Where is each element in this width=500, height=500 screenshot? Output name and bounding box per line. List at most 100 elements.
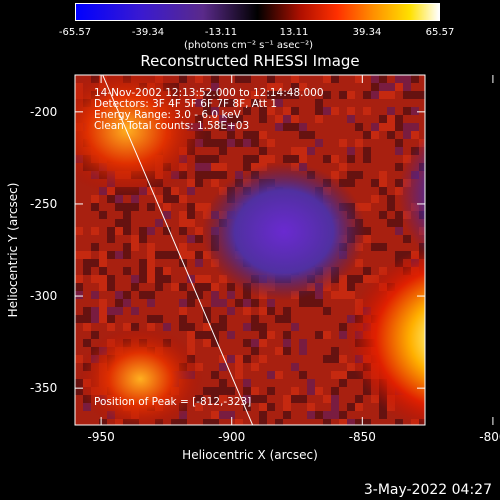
- heatmap-cell: [355, 275, 363, 283]
- heatmap-cell: [203, 139, 211, 147]
- y-axis-label: Heliocentric Y (arcsec): [6, 182, 20, 318]
- heatmap-cell: [123, 203, 131, 211]
- annotation-detectors: Detectors: 3F 4F 5F 6F 7F 8F, Att 1: [94, 98, 278, 110]
- heatmap-cell: [251, 91, 259, 99]
- heatmap-cell: [347, 115, 355, 123]
- heatmap-cell: [115, 307, 123, 315]
- heatmap-cell: [267, 403, 275, 411]
- heatmap-cell: [243, 107, 251, 115]
- heatmap-cell: [259, 331, 267, 339]
- heatmap-cell: [395, 75, 403, 83]
- heatmap-cell: [203, 155, 211, 163]
- heatmap-cell: [307, 131, 315, 139]
- heatmap-cell: [147, 323, 155, 331]
- heatmap-cell: [211, 107, 219, 115]
- chart-title: Reconstructed RHESSI Image: [140, 52, 360, 70]
- heatmap-cell: [187, 203, 195, 211]
- heatmap-cell: [379, 83, 387, 91]
- heatmap-cell: [395, 211, 403, 219]
- heatmap-cell: [379, 171, 387, 179]
- heatmap-cell: [211, 387, 219, 395]
- heatmap-cell: [379, 179, 387, 187]
- colorbar-tick-label: -39.34: [131, 27, 165, 38]
- heatmap-cell: [195, 203, 203, 211]
- heatmap-cell: [307, 299, 315, 307]
- heatmap-cell: [403, 131, 411, 139]
- heatmap-cell: [283, 91, 291, 99]
- heatmap-cell: [179, 307, 187, 315]
- heatmap-cell: [203, 99, 211, 107]
- heatmap-cell: [123, 299, 131, 307]
- heatmap-cell: [211, 299, 219, 307]
- heatmap-cell: [195, 275, 203, 283]
- heatmap-cell: [91, 203, 99, 211]
- heatmap-cell: [251, 139, 259, 147]
- heatmap-cell: [131, 283, 139, 291]
- heatmap-cell: [403, 91, 411, 99]
- heatmap-cell: [395, 139, 403, 147]
- heatmap-cell: [323, 307, 331, 315]
- heatmap-cell: [123, 227, 131, 235]
- heatmap-cell: [131, 203, 139, 211]
- heatmap-cell: [107, 227, 115, 235]
- heatmap-cell: [235, 371, 243, 379]
- heatmap-cell: [267, 387, 275, 395]
- heatmap-cell: [187, 251, 195, 259]
- heatmap-cell: [363, 147, 371, 155]
- heatmap-cell: [395, 147, 403, 155]
- heatmap-cell: [99, 259, 107, 267]
- heatmap-cell: [163, 211, 171, 219]
- heatmap-cell: [259, 403, 267, 411]
- heatmap-cell: [195, 91, 203, 99]
- heatmap-cell: [331, 75, 339, 83]
- heatmap-cell: [371, 123, 379, 131]
- heatmap-cell: [331, 107, 339, 115]
- heatmap-cell: [291, 75, 299, 83]
- heatmap-cell: [155, 219, 163, 227]
- heatmap-cell: [243, 307, 251, 315]
- heatmap-cell: [187, 235, 195, 243]
- heatmap-cell: [299, 371, 307, 379]
- heatmap-cell: [403, 123, 411, 131]
- heatmap-cell: [339, 91, 347, 99]
- heatmap-cell: [115, 203, 123, 211]
- heatmap-cell: [323, 411, 331, 419]
- heatmap-cell: [331, 355, 339, 363]
- heatmap-cell: [251, 99, 259, 107]
- heatmap-cell: [203, 171, 211, 179]
- heatmap-cell: [227, 99, 235, 107]
- heatmap-cell: [411, 91, 419, 99]
- heatmap-cell: [107, 275, 115, 283]
- heatmap-cell: [347, 107, 355, 115]
- plot-frame: [74, 74, 426, 426]
- heatmap-cell: [251, 315, 259, 323]
- heatmap-cell: [315, 331, 323, 339]
- heatmap-cell: [211, 75, 219, 83]
- heatmap-cell: [411, 107, 419, 115]
- heatmap-cell: [371, 179, 379, 187]
- heatmap-cell: [227, 387, 235, 395]
- heatmap-cell: [163, 195, 171, 203]
- heatmap-cell: [299, 83, 307, 91]
- heatmap-cell: [147, 267, 155, 275]
- heatmap-cell: [219, 363, 227, 371]
- heatmap-cell: [195, 163, 203, 171]
- heatmap-cell: [219, 115, 227, 123]
- heatmap-cell: [291, 395, 299, 403]
- heatmap-cell: [355, 259, 363, 267]
- heatmap-cell: [323, 395, 331, 403]
- heatmap-cell: [219, 395, 227, 403]
- heatmap-cell: [155, 251, 163, 259]
- heatmap-cell: [243, 395, 251, 403]
- heatmap-cell: [267, 107, 275, 115]
- heatmap-cell: [139, 227, 147, 235]
- heatmap-cell: [243, 299, 251, 307]
- heatmap-cell: [83, 251, 91, 259]
- heatmap-cell: [291, 155, 299, 163]
- heatmap-cell: [243, 291, 251, 299]
- heatmap-cell: [387, 83, 395, 91]
- heatmap-cell: [91, 195, 99, 203]
- heatmap-cell: [75, 291, 83, 299]
- heatmap-cell: [227, 115, 235, 123]
- heatmap-cell: [219, 99, 227, 107]
